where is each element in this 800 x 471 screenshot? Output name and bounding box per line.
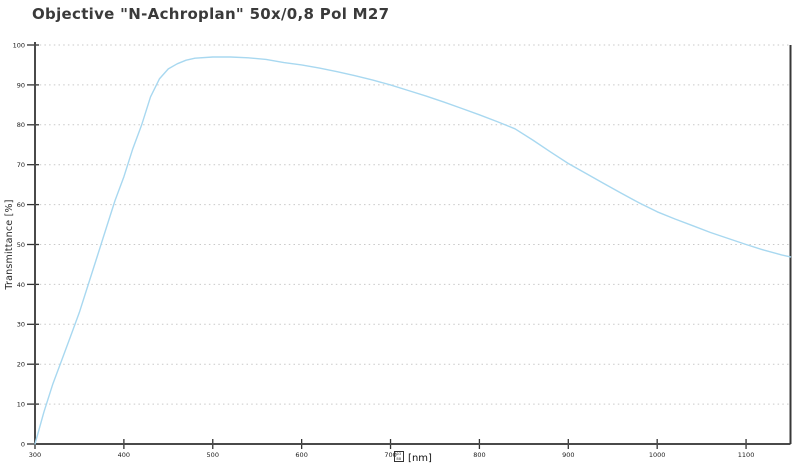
x-tick-label-700: 700 — [384, 451, 396, 459]
x-tick-label-800: 800 — [473, 451, 485, 459]
y-tick-label-80: 80 — [17, 121, 25, 129]
y-tick-label-0: 0 — [21, 440, 25, 448]
y-tick-label-30: 30 — [17, 321, 25, 329]
y-tick-label-50: 50 — [17, 241, 25, 249]
x-axis-unit: [nm] — [408, 453, 432, 464]
x-tick-label-1000: 1000 — [649, 451, 666, 459]
y-tick-label-10: 10 — [17, 401, 25, 409]
x-axis-label: 03 BB [nm] — [35, 451, 791, 464]
missing-glyph-hex-bottom: BB — [396, 456, 402, 461]
y-tick-label-40: 40 — [17, 281, 25, 289]
lambda-missing-glyph-icon: 03 BB — [394, 451, 405, 462]
x-tick-label-500: 500 — [207, 451, 219, 459]
x-tick-label-1100: 1100 — [738, 451, 755, 459]
x-tick-label-600: 600 — [295, 451, 307, 459]
transmittance-curve — [34, 56, 792, 445]
y-tick-label-60: 60 — [17, 201, 25, 209]
y-tick-label-90: 90 — [17, 81, 25, 89]
y-tick-label-100: 100 — [13, 41, 25, 49]
chart-title: Objective "N-Achroplan" 50x/0,8 Pol M27 — [32, 5, 390, 23]
y-tick-label-20: 20 — [17, 361, 25, 369]
missing-glyph-hex-top: 03 — [396, 452, 402, 456]
x-tick-label-900: 900 — [562, 451, 574, 459]
y-tick-label-70: 70 — [17, 161, 25, 169]
x-tick-label-300: 300 — [29, 451, 41, 459]
x-tick-label-400: 400 — [118, 451, 130, 459]
